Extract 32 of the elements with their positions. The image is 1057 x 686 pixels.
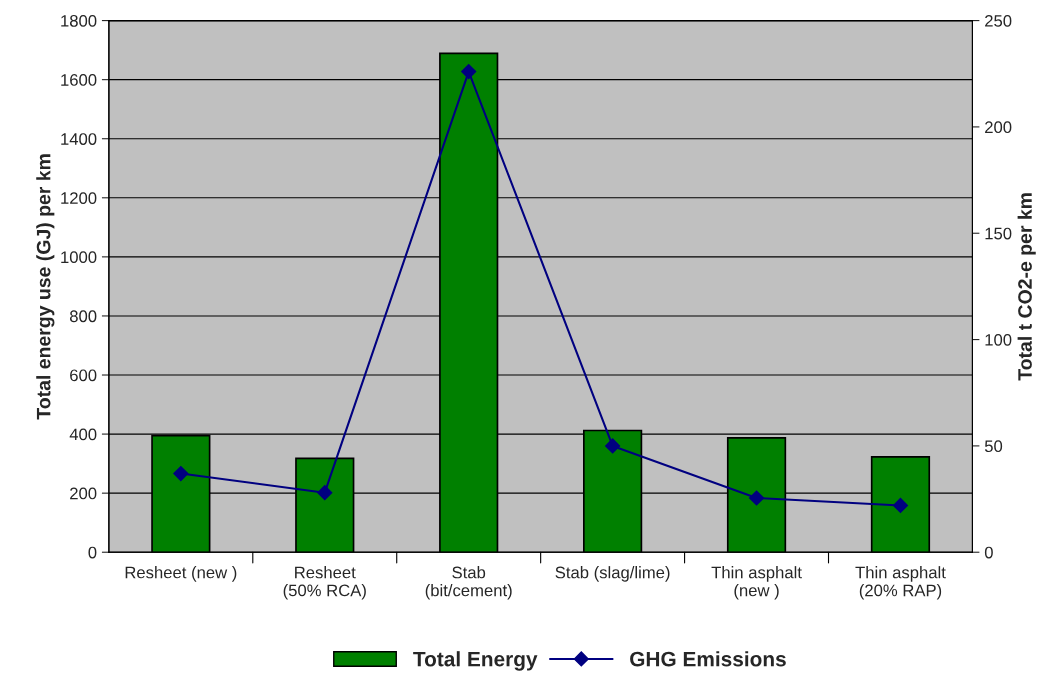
point — [748, 490, 765, 506]
y-axis-title: Total energy use (GJ) per km — [36, 154, 55, 420]
y2-tick-label: 0 — [984, 546, 993, 559]
x-tick-label: Resheet (new ) — [125, 566, 237, 582]
x-tick-label: Stab (slag/lime) — [555, 566, 670, 582]
y2-tick-label: 150 — [985, 227, 1012, 240]
y2-tick-label: 200 — [985, 121, 1012, 134]
y-tick-label: 1000 — [61, 251, 97, 264]
x-tick-label: Thin asphalt (20% RAP) — [855, 566, 946, 600]
y-tick-label: 1200 — [61, 192, 97, 204]
point — [173, 465, 189, 482]
y-tick-label: 1400 — [61, 133, 97, 145]
x-tick-label: Thin asphalt (new ) — [711, 566, 802, 600]
y2-axis-title: Total t CO2-e per km — [1017, 193, 1036, 381]
y-tick-label: 600 — [70, 369, 97, 382]
point — [892, 497, 909, 514]
y2-tick-label: 100 — [985, 333, 1012, 346]
y-tick-label: 400 — [69, 428, 97, 441]
point — [461, 64, 477, 80]
point — [605, 438, 621, 454]
y2-tick-label: 250 — [985, 14, 1012, 27]
x-tick-label: Resheet (50% RCA) — [283, 566, 366, 600]
legend-label: GHG Emissions — [630, 651, 786, 667]
y2-tick-label: 50 — [984, 440, 1003, 453]
y-tick-label: 1600 — [61, 74, 97, 86]
y-tick-label: 0 — [88, 546, 97, 559]
legend-label: Total Energy — [413, 651, 538, 671]
x-tick-label: Stab (bit/cement) — [425, 566, 512, 600]
y-tick-label: 200 — [70, 487, 97, 500]
y-tick-label: 800 — [69, 310, 97, 323]
y-tick-label: 1800 — [61, 14, 97, 27]
point — [317, 485, 333, 501]
